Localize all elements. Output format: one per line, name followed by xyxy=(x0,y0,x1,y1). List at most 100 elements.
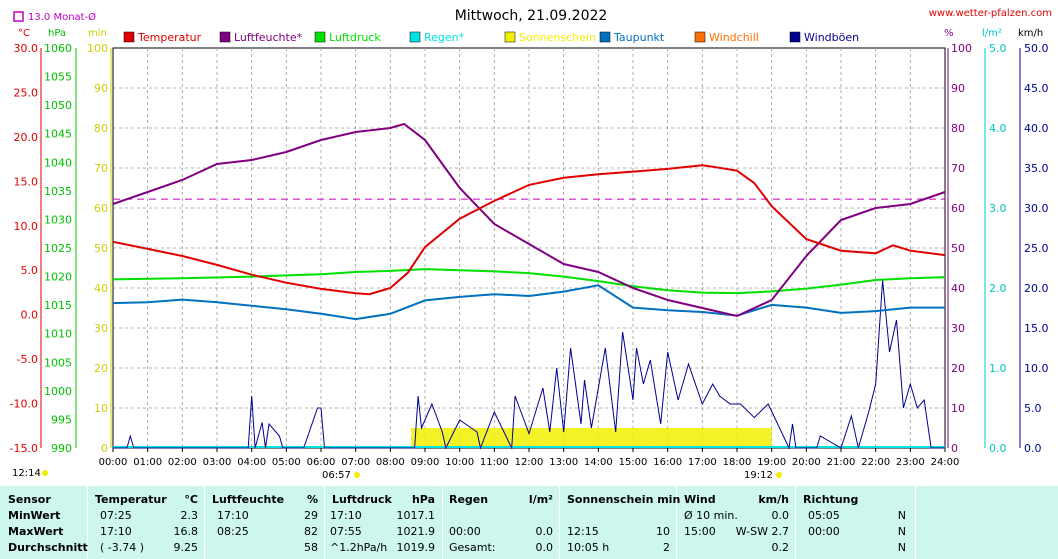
rain-tick-label: 3.0 xyxy=(989,202,1007,215)
table-divider xyxy=(442,486,443,559)
sunshine-bar xyxy=(754,428,772,448)
row-maxwert-dir-time: 00:00 xyxy=(808,525,840,538)
humidity-tick-label: 100 xyxy=(951,42,972,55)
header-pressure: Luftdruck xyxy=(332,493,392,506)
row-durchschnitt-press-time: ^1.2hPa/h xyxy=(330,541,388,554)
pressure-tick-label: 1010 xyxy=(44,328,72,341)
table-divider xyxy=(204,486,205,559)
x-tick-label: 19:00 xyxy=(757,457,786,468)
x-tick-label: 05:00 xyxy=(272,457,301,468)
sunshine-tick-label: 60 xyxy=(94,202,108,215)
sun-unit-label: min xyxy=(88,28,107,39)
sunshine-bar xyxy=(685,428,720,448)
legend-label: Windchill xyxy=(709,31,759,44)
sun-icon xyxy=(42,470,48,476)
sunshine-tick-label: 30 xyxy=(94,322,108,335)
legend-label: Taupunkt xyxy=(613,31,665,44)
temperature-tick-label: -5.0 xyxy=(17,353,38,366)
row-maxwert-wind-value: W-SW 2.7 xyxy=(735,525,789,538)
x-tick-label: 13:00 xyxy=(549,457,578,468)
row-durchschnitt-dir-value: N xyxy=(897,541,906,554)
temperature-tick-label: 5.0 xyxy=(21,264,39,277)
header-temperature: Temperatur xyxy=(95,493,167,506)
sunshine-tick-label: 0 xyxy=(101,442,108,455)
rain-tick-label: 5.0 xyxy=(989,42,1007,55)
row-minwert-temp-value: 2.3 xyxy=(180,509,199,522)
start-time-label: 12:14 xyxy=(12,468,41,479)
rain-tick-label: 2.0 xyxy=(989,282,1007,295)
legend-swatch xyxy=(314,31,326,43)
row-maxwert-temp-time: 17:10 xyxy=(100,525,132,538)
row-durchschnitt-temp-time: ( -3.74 ) xyxy=(100,541,145,554)
header-sensor: Sensor xyxy=(8,493,51,506)
x-tick-label: 09:00 xyxy=(411,457,440,468)
pressure-tick-label: 1020 xyxy=(44,271,72,284)
temperature-tick-label: -15.0 xyxy=(10,442,38,455)
sunshine-bar xyxy=(719,428,755,448)
pressure-tick-label: 990 xyxy=(51,442,72,455)
legend-swatch xyxy=(694,31,706,43)
row-minwert-dir-time: 05:05 xyxy=(808,509,840,522)
temperature-tick-label: 10.0 xyxy=(14,220,39,233)
row-minwert-hum-time: 17:10 xyxy=(217,509,249,522)
wind-tick-label: 30.0 xyxy=(1024,202,1049,215)
header-rain-unit: l/m² xyxy=(528,493,553,506)
header-direction: Richtung xyxy=(803,493,859,506)
pressure-tick-label: 1030 xyxy=(44,213,72,226)
wind-unit-label: km/h xyxy=(1018,28,1043,39)
sunshine-bar xyxy=(511,428,547,448)
header-hum-unit: % xyxy=(306,493,318,506)
humidity-tick-label: 20 xyxy=(951,362,965,375)
wind-tick-label: 20.0 xyxy=(1024,282,1049,295)
x-tick-label: 16:00 xyxy=(653,457,682,468)
sunset-icon xyxy=(776,472,782,478)
x-tick-label: 22:00 xyxy=(861,457,890,468)
row-minwert-label: MinWert xyxy=(8,509,61,522)
row-maxwert-press-time: 07:55 xyxy=(330,525,362,538)
x-tick-label: 14:00 xyxy=(584,457,613,468)
rain-tick-label: 4.0 xyxy=(989,122,1007,135)
humidity-tick-label: 80 xyxy=(951,122,965,135)
pressure-unit-label: hPa xyxy=(48,28,66,39)
sunshine-bar xyxy=(477,428,512,448)
row-maxwert-press-value: 1021.9 xyxy=(396,525,436,538)
humidity-tick-label: 60 xyxy=(951,202,965,215)
pressure-tick-label: 1015 xyxy=(44,299,72,312)
row-maxwert-hum-value: 82 xyxy=(304,525,318,538)
table-divider xyxy=(87,486,88,559)
sunshine-tick-label: 70 xyxy=(94,162,108,175)
sunshine-bar xyxy=(581,428,616,448)
legend-label: Luftfeuchte* xyxy=(234,31,303,44)
source-link[interactable]: www.wetter-pfalzen.com xyxy=(929,8,1052,19)
wind-tick-label: 5.0 xyxy=(1024,402,1042,415)
pressure-tick-label: 1000 xyxy=(44,385,72,398)
x-tick-label: 24:00 xyxy=(931,457,960,468)
row-durchschnitt-label: Durchschnitt xyxy=(8,541,88,554)
header-wind: Wind xyxy=(684,493,716,506)
row-durchschnitt-temp-value: 9.25 xyxy=(173,541,199,554)
header-sunshine: Sonnenschein min xyxy=(567,493,681,506)
sunshine-tick-label: 40 xyxy=(94,282,108,295)
header-press-unit: hPa xyxy=(411,493,435,506)
humidity-tick-label: 30 xyxy=(951,322,965,335)
row-durchschnitt-sun-value: 2 xyxy=(663,541,670,554)
wind-tick-label: 15.0 xyxy=(1024,322,1049,335)
sunshine-tick-label: 90 xyxy=(94,82,108,95)
sunrise-label: 06:57 xyxy=(322,470,351,481)
rain-tick-label: 1.0 xyxy=(989,362,1007,375)
sunshine-tick-label: 20 xyxy=(94,362,108,375)
temperature-tick-label: 30.0 xyxy=(14,42,39,55)
row-maxwert-sun-value: 10 xyxy=(656,525,670,538)
x-tick-label: 15:00 xyxy=(619,457,648,468)
pct-unit-label: % xyxy=(944,28,954,39)
weather-chart: Mittwoch, 21.09.2022 www.wetter-pfalzen.… xyxy=(9,8,1052,481)
row-maxwert-dir-value: N xyxy=(897,525,906,538)
legend-swatch xyxy=(219,31,231,43)
row-maxwert-wind-time: 15:00 xyxy=(684,525,716,538)
legend-swatch xyxy=(123,31,135,43)
x-tick-label: 08:00 xyxy=(376,457,405,468)
chart-title: Mittwoch, 21.09.2022 xyxy=(455,8,608,24)
legend-label: Temperatur xyxy=(137,31,202,44)
pressure-tick-label: 1035 xyxy=(44,185,72,198)
wind-tick-label: 25.0 xyxy=(1024,242,1049,255)
